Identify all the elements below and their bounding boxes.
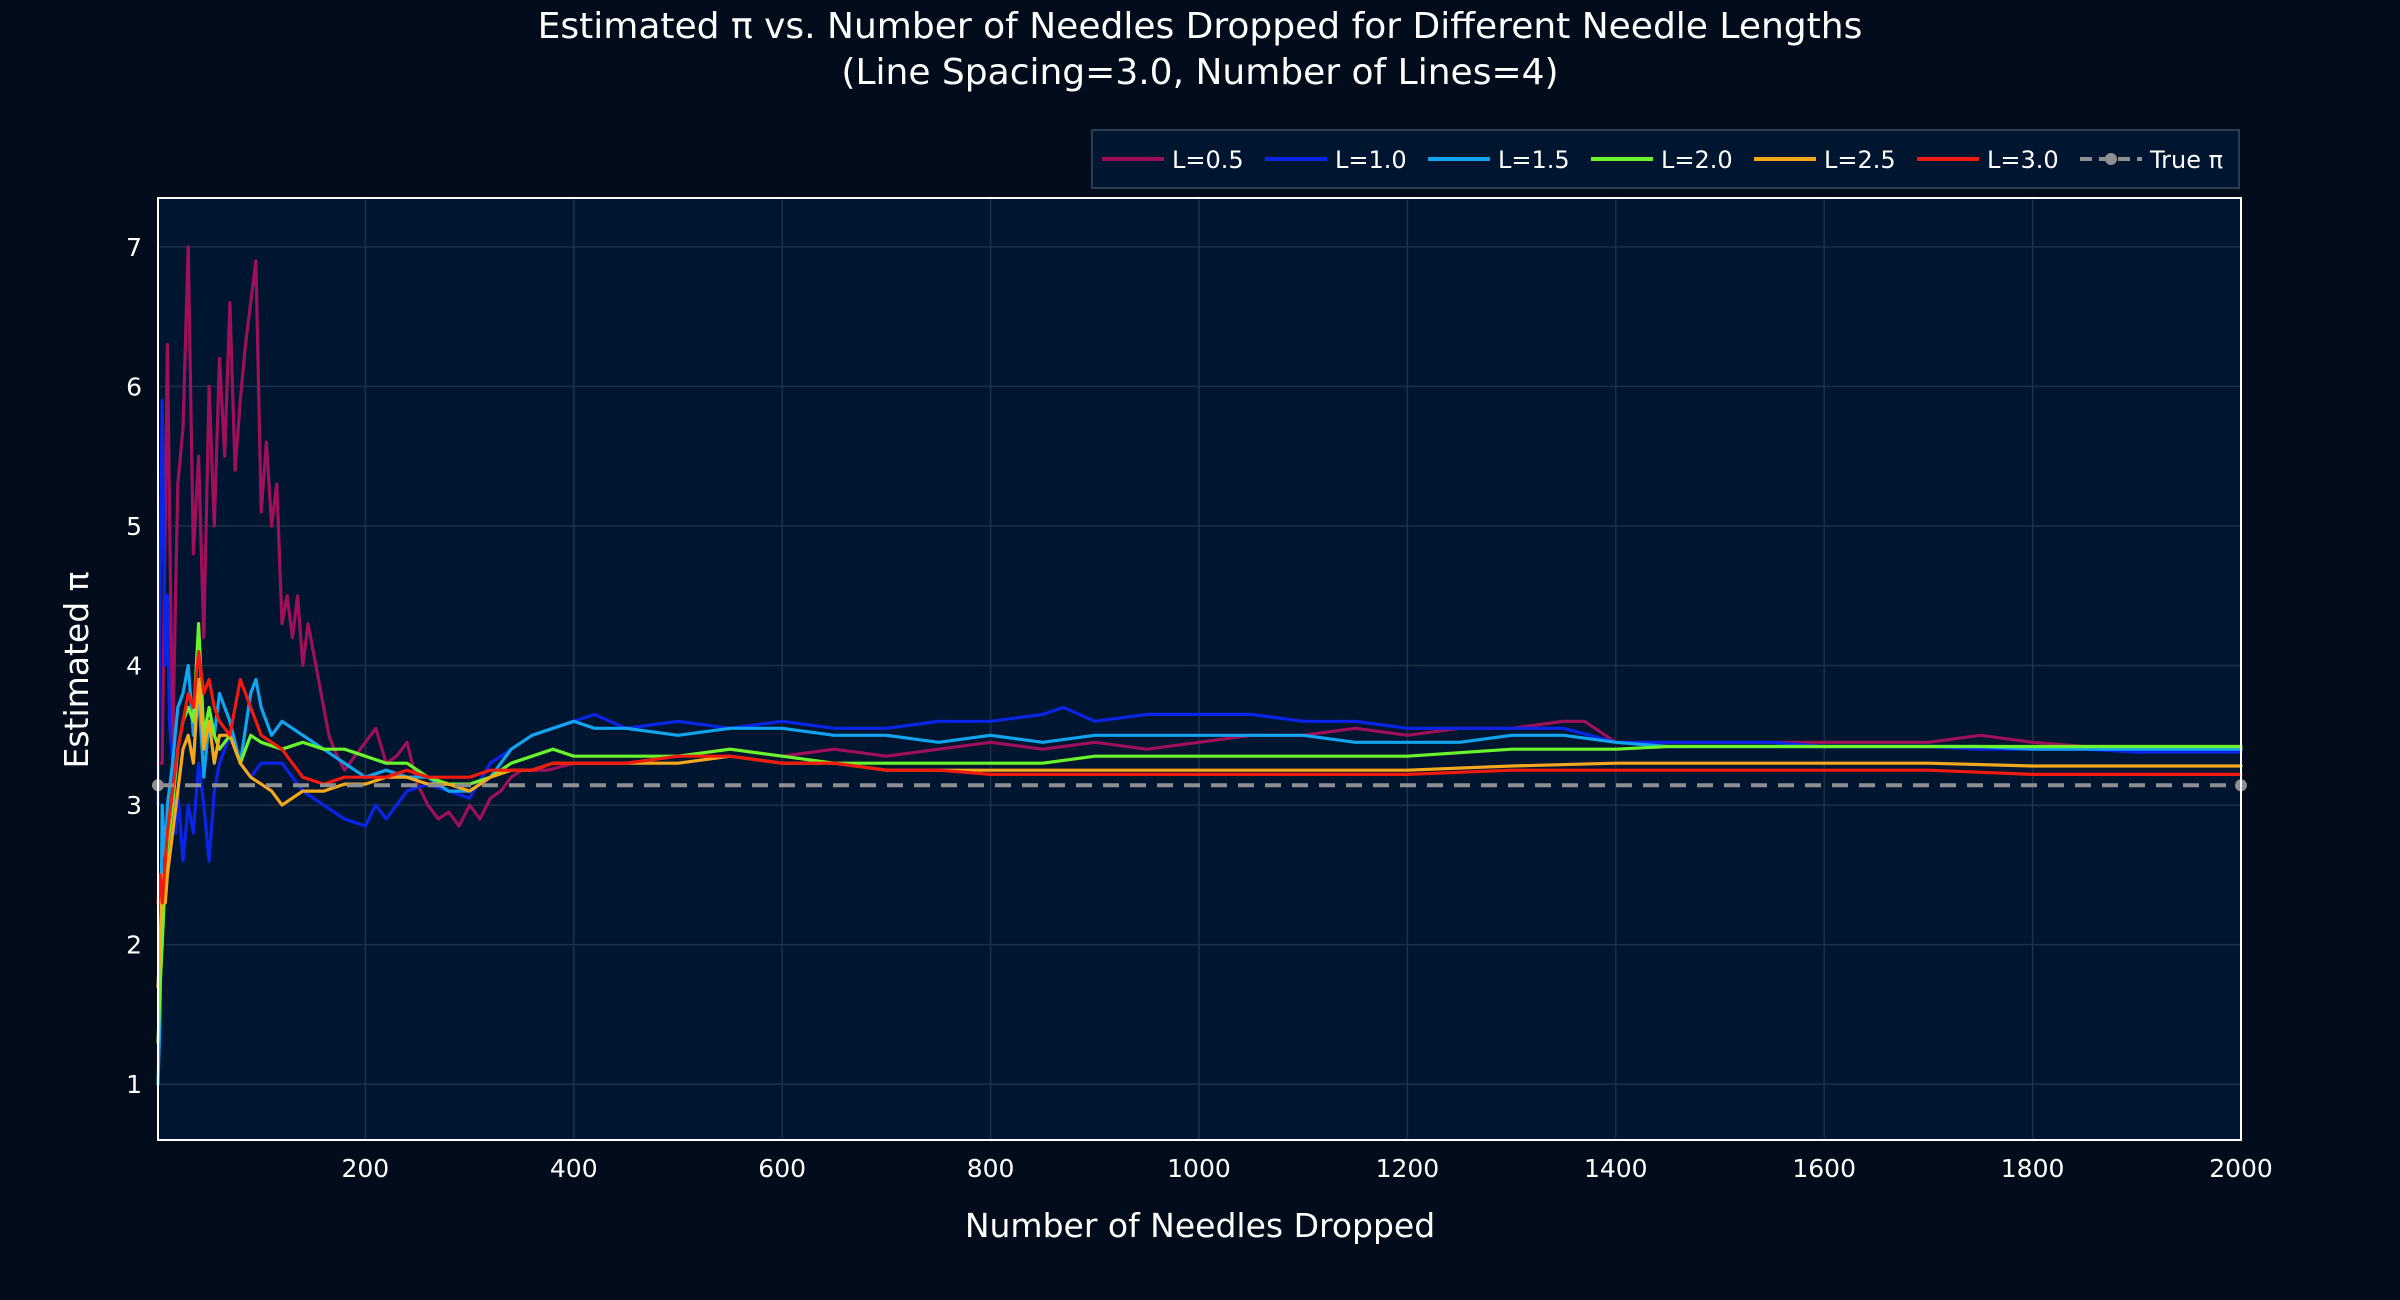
- chart-title: Estimated π vs. Number of Needles Droppe…: [538, 6, 1863, 47]
- legend-label: L=1.5: [1498, 146, 1570, 174]
- chart-subtitle: (Line Spacing=3.0, Number of Lines=4): [841, 52, 1558, 93]
- x-tick-label: 1200: [1376, 1154, 1440, 1183]
- x-tick-label: 1800: [2001, 1154, 2065, 1183]
- x-tick-label: 600: [758, 1154, 806, 1183]
- y-tick-label: 7: [126, 233, 142, 262]
- x-tick-label: 200: [342, 1154, 390, 1183]
- legend-item[interactable]: L=1.0: [1265, 146, 1407, 174]
- series-line-1[interactable]: [156, 245, 2243, 828]
- legend-item[interactable]: L=2.0: [1591, 146, 1733, 174]
- plot-frame: [157, 197, 2242, 1141]
- y-tick-label: 1: [126, 1070, 142, 1099]
- legend-label: True π: [2149, 146, 2223, 174]
- y-tick-label: 5: [126, 512, 142, 541]
- y-tick-label: 2: [126, 931, 142, 960]
- legend-item[interactable]: L=0.5: [1102, 146, 1244, 174]
- legend[interactable]: L=0.5 L=1.0 L=1.5 L=2.0 L=2.5 L=3.0 True π: [1091, 129, 2240, 189]
- legend-item[interactable]: True π: [2080, 146, 2223, 174]
- x-tick-label: 1000: [1167, 1154, 1231, 1183]
- legend-label: L=2.0: [1661, 146, 1733, 174]
- series-line-6[interactable]: [156, 649, 2243, 905]
- legend-marker: [2105, 153, 2117, 165]
- y-axis-ticks: 1 2 3 4 5 6 7: [126, 233, 142, 1099]
- legend-item[interactable]: L=1.5: [1428, 146, 1570, 174]
- x-axis-title: Number of Needles Dropped: [965, 1206, 1435, 1245]
- x-tick-label: 1600: [1792, 1154, 1856, 1183]
- x-axis-ticks: 200 400 600 800 1000 1200 1400 1600 1800 2000: [342, 1154, 2273, 1183]
- legend-item[interactable]: L=3.0: [1917, 146, 2059, 174]
- legend-item[interactable]: L=2.5: [1754, 146, 1896, 174]
- series-line-5[interactable]: [156, 677, 2243, 989]
- series-layer: [152, 245, 2247, 1086]
- y-tick-label: 6: [126, 372, 142, 401]
- x-tick-label: 1400: [1584, 1154, 1648, 1183]
- legend-label: L=3.0: [1987, 146, 2059, 174]
- y-tick-label: 4: [126, 652, 142, 681]
- series-line-3[interactable]: [156, 663, 2243, 1086]
- legend-label: L=0.5: [1172, 146, 1244, 174]
- y-axis-title: Estimated π: [57, 571, 96, 768]
- x-tick-label: 2000: [2209, 1154, 2273, 1183]
- x-tick-label: 800: [967, 1154, 1015, 1183]
- x-tick-label: 400: [550, 1154, 598, 1183]
- legend-label: L=1.0: [1335, 146, 1407, 174]
- legend-label: L=2.5: [1824, 146, 1896, 174]
- y-tick-label: 3: [126, 791, 142, 820]
